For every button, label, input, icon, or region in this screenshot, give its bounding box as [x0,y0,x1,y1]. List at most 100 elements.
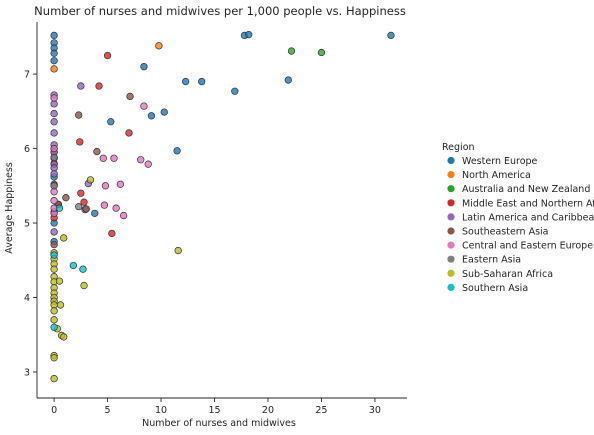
data-point [50,251,58,259]
chart-title: Number of nurses and midwives per 1,000 … [34,4,406,18]
data-point [82,205,90,213]
data-point [50,31,58,40]
y-axis-label: Average Happiness [4,162,15,254]
data-point [110,154,118,162]
data-point [60,234,68,242]
legend-label: Southern Asia [462,283,528,294]
legend-marker [447,283,455,291]
data-point [108,229,116,238]
legend-marker [447,227,455,235]
data-point [50,57,58,65]
legend-label: Western Europe [462,156,538,167]
data-point [50,153,58,162]
x-tick-label: 30 [369,405,381,416]
x-tick-label: 10 [155,405,167,416]
data-point [116,180,125,188]
legend-label: North America [462,170,531,181]
legend-label: Central and Eastern Europe [462,241,593,252]
x-tick-label: 5 [105,405,111,416]
data-point [69,261,78,270]
data-point [126,92,134,101]
data-point [125,129,133,137]
x-tick-label: 25 [315,405,327,416]
data-point [50,182,58,190]
data-point [86,176,95,184]
legend-title: Region [442,142,475,153]
data-point [60,333,68,341]
data-point [79,265,87,273]
data-point [56,301,65,309]
data-point [95,82,103,90]
data-point [287,47,296,55]
data-point [93,147,101,156]
legend-marker [447,171,455,179]
data-point [198,77,206,86]
data-point [140,102,148,110]
data-point [50,316,58,324]
data-point [387,31,395,40]
x-ticks: 0 5 10 15 20 25 30 [51,398,381,416]
data-point [50,49,58,57]
data-point [245,31,253,39]
data-point [174,246,182,255]
data-point [50,265,58,273]
legend-label: Southeastern Asia [462,227,548,238]
data-point [77,82,85,90]
y-tick-label: 6 [24,144,30,155]
x-axis-label: Number of nurses and midwives [142,418,296,429]
data-point [50,94,58,102]
legend-marker [447,185,455,193]
y-tick-label: 5 [24,219,30,230]
data-point [80,198,88,206]
legend-label: Eastern Asia [462,255,521,266]
data-point [101,182,110,190]
data-point [99,154,107,162]
data-point [50,374,58,383]
data-point [50,129,58,137]
data-point [76,138,84,146]
data-point [50,354,58,362]
legend-marker [447,269,455,277]
legend-marker [447,213,455,221]
data-point [50,65,58,73]
data-point [50,144,58,153]
data-point [317,48,326,57]
data-point [173,147,181,155]
legend-label: Latin America and Caribbean [462,212,594,223]
data-point [50,170,58,178]
x-tick-label: 0 [51,405,57,416]
data-point [160,108,168,116]
data-point [50,118,58,126]
data-point [284,76,292,84]
data-point [62,194,70,202]
data-point [140,63,148,71]
y-tick-label: 3 [24,367,30,378]
legend-marker [447,255,455,263]
x-tick-label: 20 [262,405,274,416]
legend-label: Sub-Saharan Africa [462,269,553,280]
data-point [50,164,58,172]
legend: Region Western Europe North America Austra… [442,142,594,294]
data-point [147,112,156,120]
data-point [181,77,190,86]
data-point [50,109,58,118]
y-tick-label: 4 [24,293,30,304]
data-point [50,323,58,331]
data-point [231,87,239,95]
data-point [50,197,58,205]
data-point [75,202,83,211]
data-point [144,160,152,168]
data-point [137,156,145,164]
data-point [50,240,58,249]
legend-marker [447,241,455,249]
legend-marker [447,156,455,165]
data-point [119,211,128,220]
legend-label: Middle East and Northern Africa [462,198,594,209]
data-point [91,209,99,218]
data-point [55,204,64,212]
data-point [100,201,109,209]
y-tick-label: 7 [24,70,30,81]
data-point [77,189,85,197]
data-point [75,111,83,119]
